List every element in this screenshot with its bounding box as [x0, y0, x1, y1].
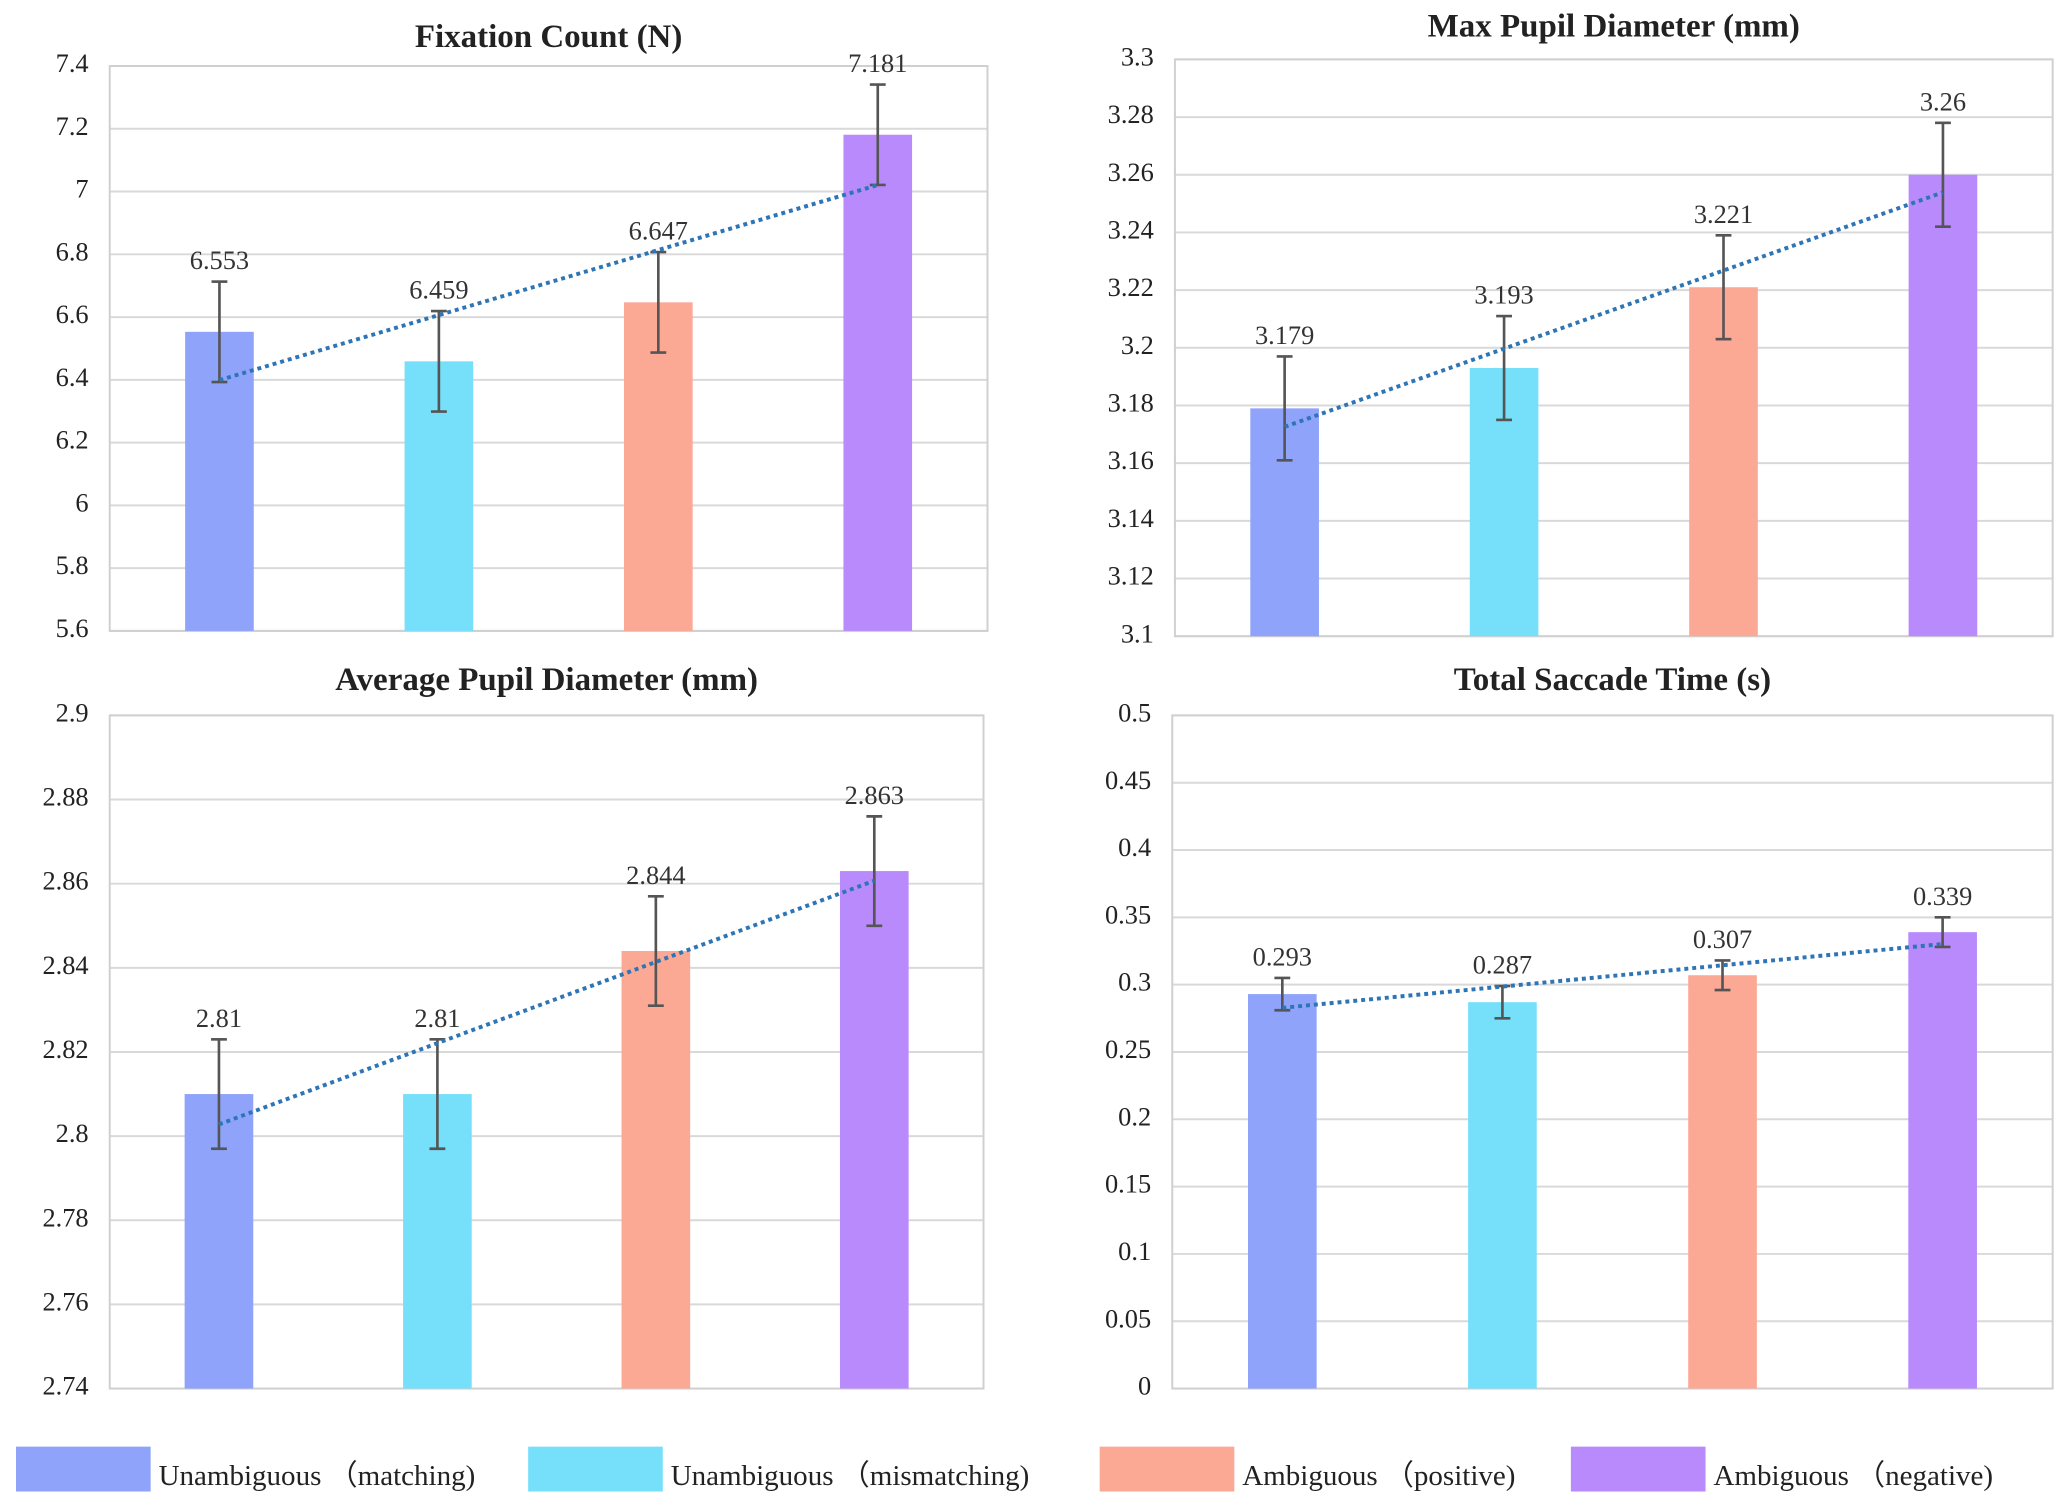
data-label: 6.459 — [409, 275, 468, 305]
y-tick-label: 3.2 — [1121, 330, 1154, 360]
y-tick-label: 3.18 — [1108, 388, 1154, 418]
y-tick-label: 2.76 — [42, 1286, 88, 1316]
y-tick-label: 5.8 — [56, 550, 89, 580]
y-tick-label: 0.25 — [1105, 1034, 1151, 1064]
y-tick-label: 3.26 — [1108, 157, 1154, 187]
plot-border — [1173, 58, 2054, 638]
legend-label: Ambiguous （negative) — [1713, 1460, 1993, 1492]
y-tick-label: 0 — [1138, 1371, 1151, 1401]
y-tick-label: 0.5 — [1118, 697, 1151, 727]
y-tick-label: 2.88 — [42, 782, 88, 812]
y-tick-label: 3.22 — [1108, 272, 1154, 302]
y-tick-label: 3.12 — [1108, 561, 1154, 591]
data-label: 0.287 — [1473, 950, 1532, 980]
legend-swatch — [1570, 1446, 1706, 1492]
data-label: 0.339 — [1913, 881, 1972, 911]
bar — [1689, 287, 1758, 637]
y-tick-label: 0.35 — [1105, 899, 1151, 929]
chart-title: Max Pupil Diameter (mm) — [1428, 9, 1800, 45]
y-tick-label: 0.15 — [1105, 1169, 1151, 1199]
plot-border — [1171, 714, 2054, 1390]
y-tick-label: 2.74 — [42, 1371, 88, 1401]
legend-swatch — [1099, 1446, 1235, 1492]
legend-swatch — [528, 1446, 663, 1492]
bar — [1468, 1002, 1537, 1389]
trendline — [1283, 190, 1944, 429]
data-label: 3.26 — [1920, 86, 1966, 116]
legend-label: Unambiguous （matching) — [159, 1460, 476, 1492]
bar — [1688, 975, 1757, 1389]
data-label: 0.307 — [1693, 924, 1752, 954]
plot-border — [108, 714, 985, 1390]
bar — [624, 302, 693, 631]
y-tick-label: 6.8 — [56, 236, 89, 266]
data-label: 3.179 — [1255, 320, 1314, 350]
data-label: 3.193 — [1474, 280, 1533, 310]
legend-swatch — [16, 1446, 151, 1492]
data-label: 3.221 — [1694, 199, 1753, 229]
y-tick-label: 2.78 — [42, 1202, 88, 1232]
y-tick-label: 2.8 — [56, 1118, 89, 1148]
plot-border — [108, 65, 989, 632]
chart-title: Total Saccade Time (s) — [1454, 662, 1771, 698]
data-label: 2.863 — [845, 780, 904, 810]
bar — [621, 951, 691, 1389]
trendline — [218, 878, 875, 1127]
y-tick-label: 7 — [75, 174, 88, 204]
y-tick-label: 2.9 — [56, 697, 89, 727]
bar — [843, 134, 913, 631]
y-tick-label: 3.28 — [1108, 99, 1154, 129]
y-tick-label: 3.3 — [1121, 41, 1154, 71]
bar — [839, 871, 909, 1389]
y-tick-label: 2.86 — [42, 866, 88, 896]
y-tick-label: 0.45 — [1105, 765, 1151, 795]
y-tick-label: 0.05 — [1105, 1303, 1151, 1333]
y-tick-label: 2.84 — [42, 950, 88, 980]
y-tick-label: 6.4 — [56, 362, 89, 392]
y-tick-label: 0.1 — [1118, 1236, 1151, 1266]
data-label: 6.647 — [629, 216, 688, 246]
data-label: 6.553 — [190, 245, 249, 275]
chart-title: Average Pupil Diameter (mm) — [335, 662, 758, 698]
y-tick-label: 7.4 — [56, 48, 89, 78]
y-tick-label: 2.82 — [42, 1034, 88, 1064]
y-tick-label: 0.2 — [1118, 1101, 1151, 1131]
bar — [1908, 174, 1978, 637]
y-tick-label: 3.14 — [1108, 503, 1154, 533]
y-tick-label: 3.1 — [1121, 618, 1154, 648]
legend-label: Ambiguous （positive) — [1242, 1460, 1515, 1492]
chart-title: Fixation Count (N) — [415, 19, 683, 55]
y-tick-label: 0.4 — [1118, 832, 1151, 862]
y-tick-label: 7.2 — [56, 111, 89, 141]
y-tick-label: 6.6 — [56, 299, 89, 329]
data-label: 2.844 — [626, 860, 685, 890]
data-label: 2.81 — [414, 1003, 460, 1033]
data-label: 0.293 — [1253, 942, 1312, 972]
y-tick-label: 6 — [75, 487, 88, 517]
data-label: 2.81 — [196, 1003, 242, 1033]
bar — [1908, 932, 1977, 1389]
legend-label: Unambiguous （mismatching) — [671, 1460, 1030, 1492]
trendline — [1282, 942, 1943, 1010]
y-tick-label: 6.2 — [56, 425, 89, 455]
y-tick-label: 0.3 — [1118, 967, 1151, 997]
y-tick-label: 5.6 — [56, 613, 89, 643]
data-label: 7.181 — [848, 48, 907, 78]
y-tick-label: 3.16 — [1108, 445, 1154, 475]
bar — [1248, 994, 1317, 1389]
trendline — [218, 183, 879, 382]
y-tick-label: 3.24 — [1108, 215, 1154, 245]
